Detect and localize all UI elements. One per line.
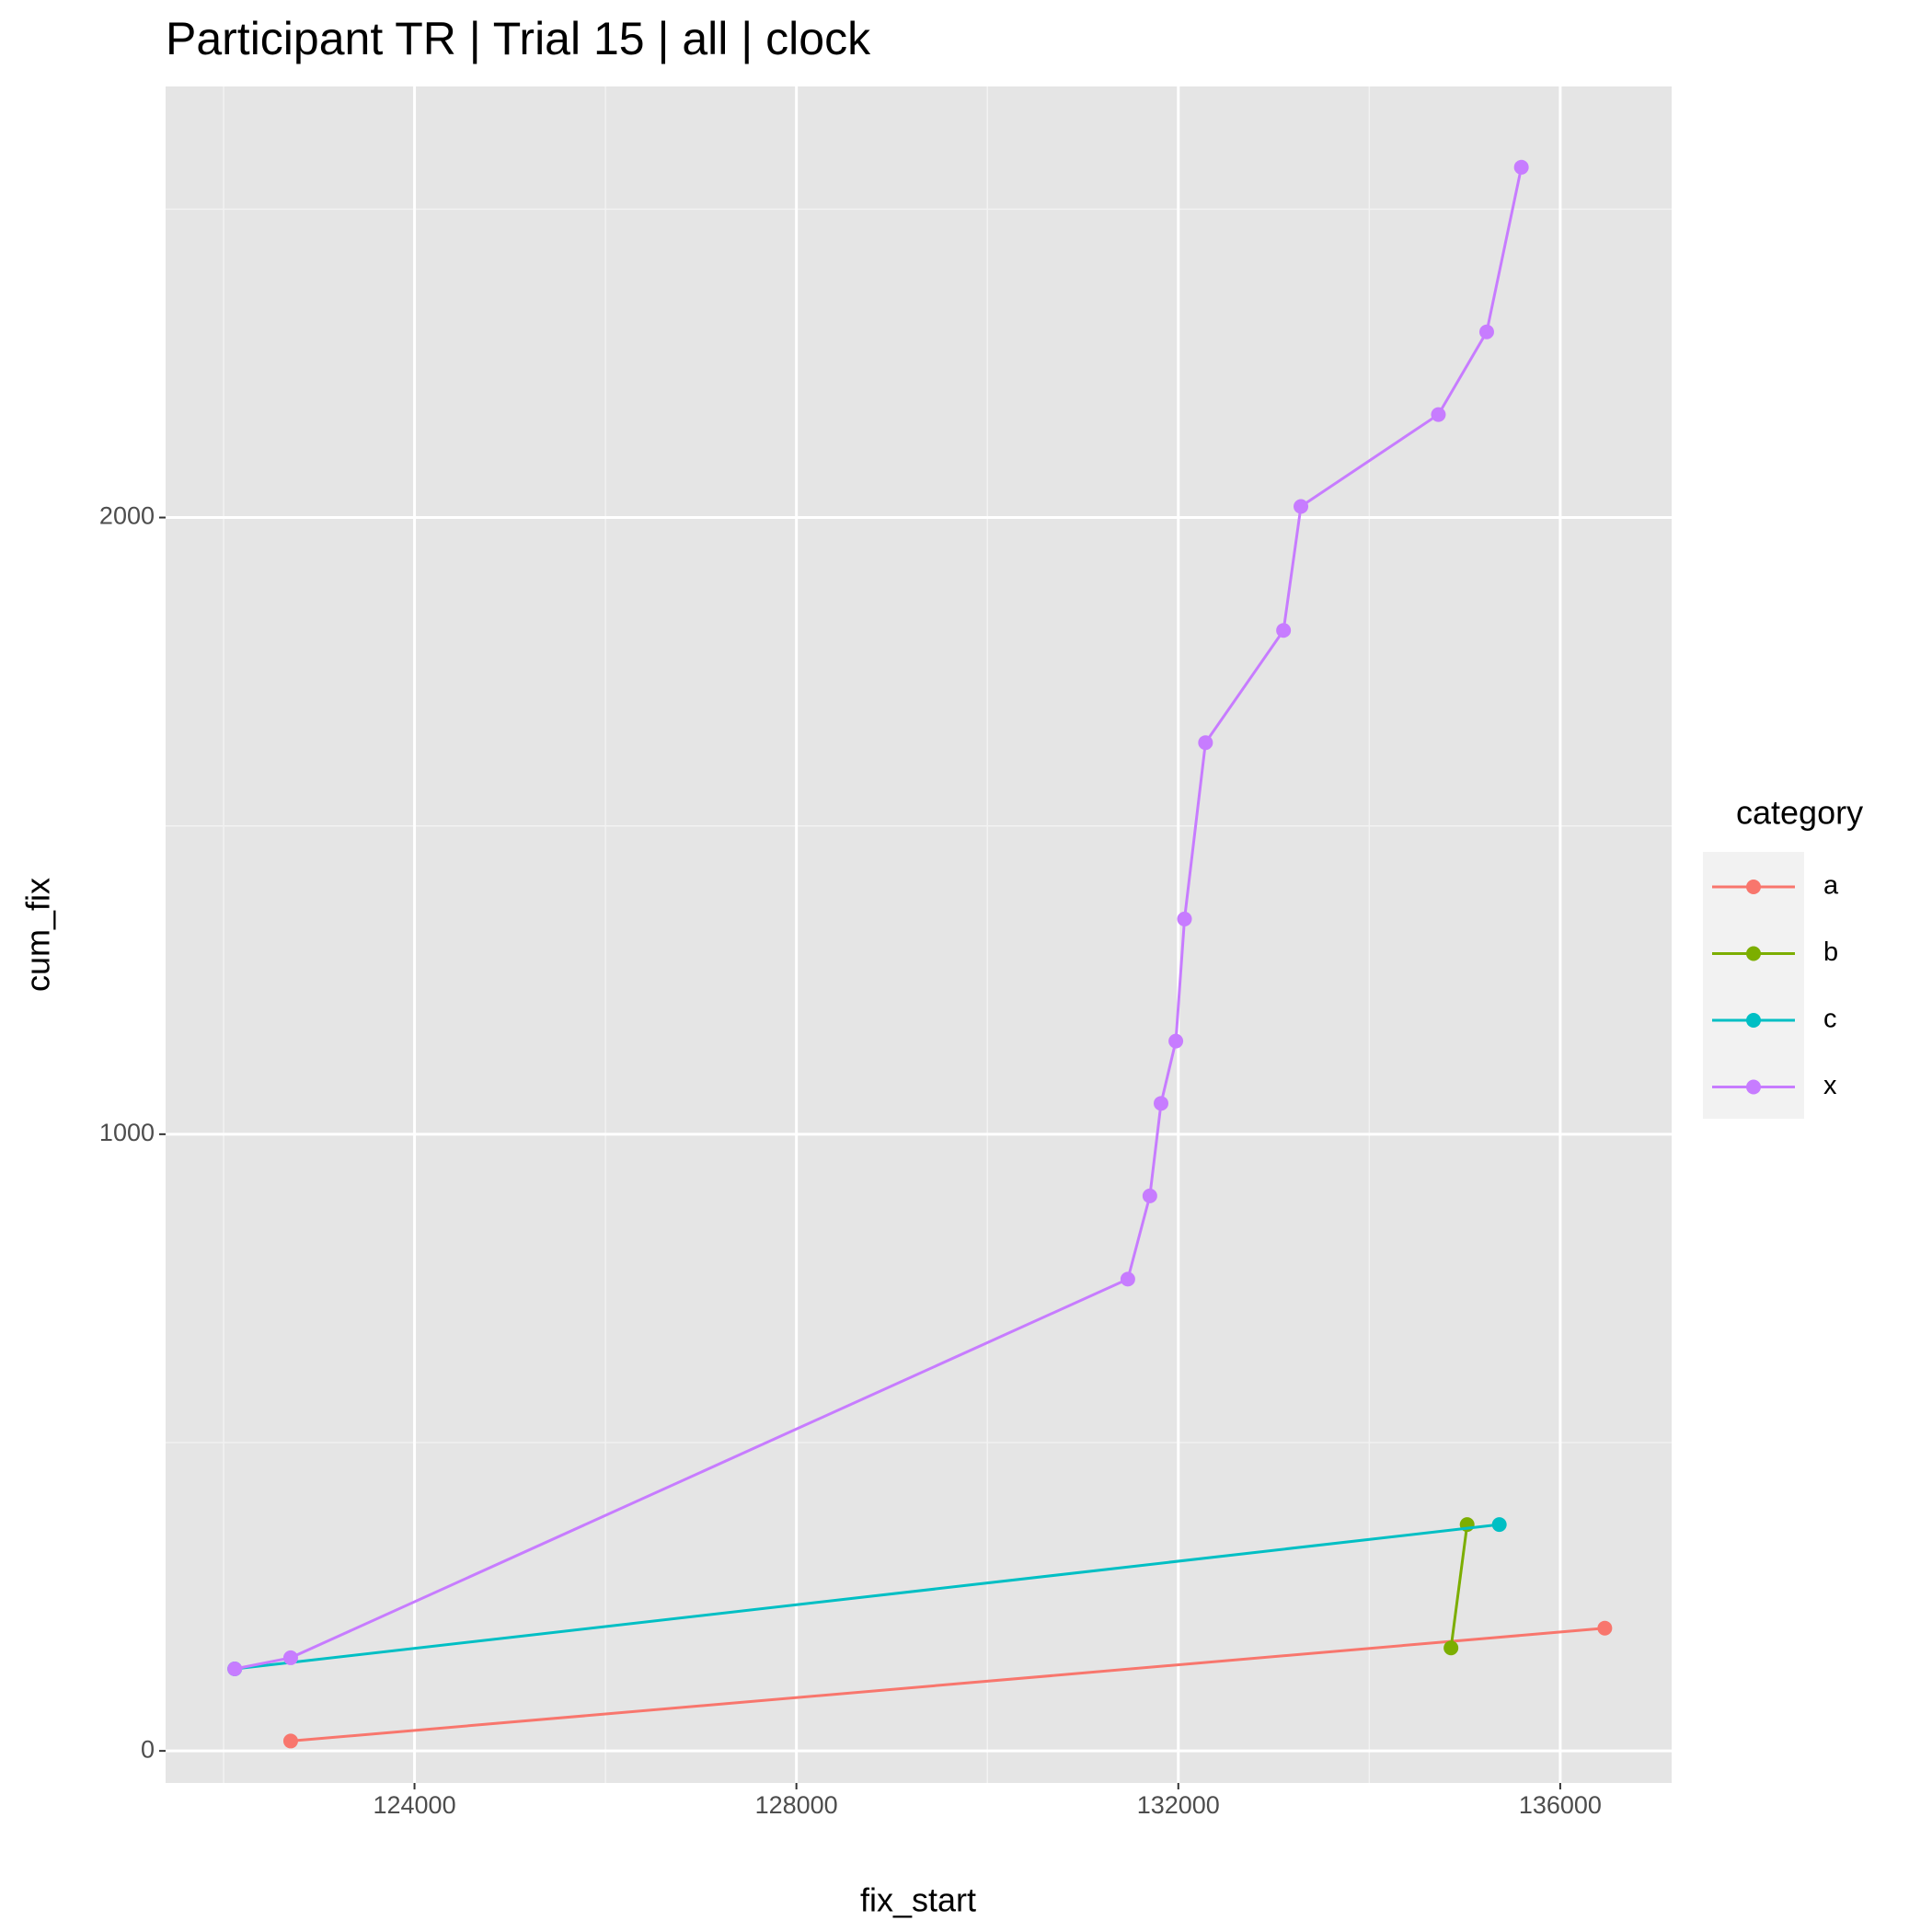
x-tick-label: 128000	[755, 1791, 838, 1819]
series-line	[290, 1627, 1605, 1742]
data-point	[1276, 623, 1292, 638]
chart-title: Participant TR | Trial 15 | all | clock	[166, 13, 871, 64]
legend-label: b	[1823, 937, 1838, 967]
legend-label: x	[1823, 1071, 1837, 1100]
legend-title: category	[1736, 794, 1863, 832]
data-point	[1153, 1096, 1168, 1111]
data-point	[1198, 735, 1213, 751]
series-line	[234, 1523, 1500, 1671]
data-point	[1597, 1620, 1613, 1636]
data-point	[1431, 407, 1446, 422]
data-point	[1120, 1271, 1135, 1287]
legend-label: c	[1823, 1005, 1837, 1034]
x-tick-label: 124000	[373, 1791, 455, 1819]
data-point	[282, 1650, 298, 1665]
data-point	[1168, 1033, 1184, 1049]
x-axis-title: fix_start	[860, 1881, 976, 1919]
data-point	[1294, 499, 1309, 514]
y-axis-title: cum_fix	[19, 878, 57, 992]
x-tick-label: 136000	[1519, 1791, 1602, 1819]
data-point	[1491, 1517, 1507, 1533]
y-tick-label: 2000	[99, 502, 155, 530]
y-tick-label: 1000	[99, 1119, 155, 1146]
data-point	[227, 1661, 243, 1676]
panel	[166, 86, 1672, 1783]
legend-box	[1703, 852, 1804, 1119]
legend-key-point	[1746, 1013, 1761, 1028]
data-point	[1513, 159, 1529, 175]
legend-key-point	[1746, 880, 1761, 894]
series-line	[1449, 1524, 1469, 1649]
data-point	[282, 1733, 298, 1749]
x-tick-label: 132000	[1137, 1791, 1220, 1819]
data-point	[1142, 1188, 1157, 1203]
data-point	[1443, 1640, 1459, 1656]
legend-key-point	[1746, 1079, 1761, 1095]
legend-label: a	[1823, 871, 1839, 901]
legend: category a b c x	[1703, 794, 1863, 1119]
data-point	[1478, 324, 1494, 339]
y-tick-label: 0	[141, 1735, 155, 1763]
data-point	[1177, 911, 1192, 926]
legend-key-point	[1746, 946, 1761, 961]
